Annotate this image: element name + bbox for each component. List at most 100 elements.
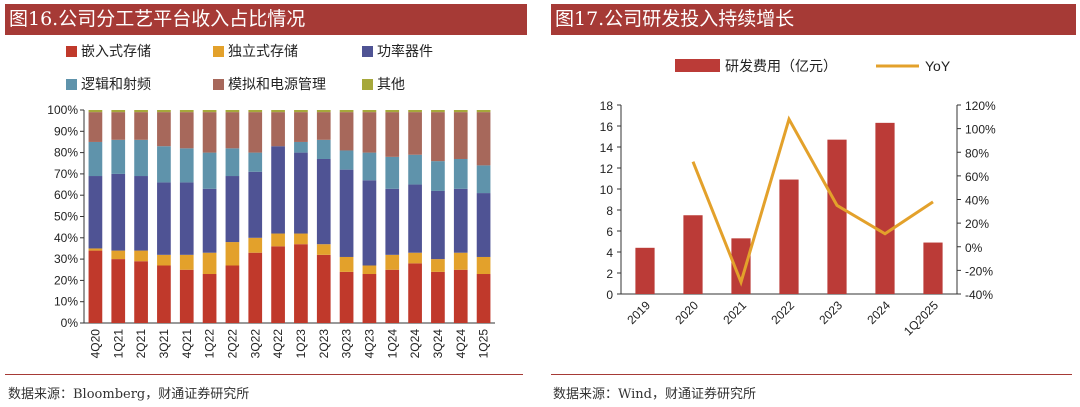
y-tick-label: 30% [54,252,78,266]
bar-segment [88,110,103,113]
rd-bar [731,238,751,294]
left-y-tick-label: 8 [606,204,613,218]
bar-segment [111,112,126,140]
x-tick-label: 3Q23 [340,329,354,359]
x-tick-label: 2023 [816,298,845,327]
bar-segment [179,110,194,113]
bar-segment [339,169,354,257]
bar-segment [294,244,308,323]
x-tick-label: 2022 [768,298,797,327]
bar-segment [179,182,194,255]
bar-segment [453,110,468,113]
bar-segment [362,152,377,181]
legend-swatch [362,79,373,90]
left-y-tick-label: 12 [600,162,614,176]
bar-segment [476,274,491,323]
bar-segment [476,193,491,257]
right-source-note: 数据来源：Wind，财通证券研究所 [553,387,756,402]
bar-segment [408,263,422,323]
bar-segment [431,259,445,272]
x-tick-label: 4Q22 [271,329,285,359]
bar-segment [111,250,126,260]
bar-segment [225,148,240,177]
left-y-tick-label: 14 [600,141,614,155]
bar-segment [385,188,400,255]
x-tick-label: 2020 [672,298,701,327]
bar-segment [339,110,354,113]
bar-segment [134,261,148,323]
bar-segment [316,244,331,255]
bar-segment [157,112,171,147]
bar-segment [453,269,468,323]
bar-segment [453,252,468,270]
x-tick-label: 1Q23 [294,329,308,359]
bar-segment [408,110,422,113]
bar-segment [339,271,354,323]
bar-segment [134,139,148,177]
bar-segment [88,141,103,177]
bar-segment [225,242,240,266]
yoy-line [691,115,934,287]
legend-label: 功率器件 [377,43,433,59]
bar-segment [248,112,263,153]
bar-segment [476,256,491,275]
bar-segment [202,152,217,189]
bar-segment [408,112,422,155]
bar-segment [476,165,491,194]
x-tick-label: 1Q2025 [901,298,941,338]
bar-segment [294,233,308,245]
x-tick-label: 4Q23 [362,329,376,359]
left-y-tick-label: 2 [606,267,613,281]
bar-segment [202,274,217,323]
x-tick-label: 1Q21 [111,329,125,359]
left-y-tick-label: 16 [600,120,614,134]
bar-segment [362,112,377,153]
bar-segment [111,259,126,323]
left-y-tick-label: 4 [606,246,613,260]
left-chart-title: 图16.公司分工艺平台收入占比情况 [5,4,527,35]
x-tick-label: 4Q20 [88,329,102,359]
bar-segment [385,254,400,270]
left-source-note: 数据来源：Bloomberg，财通证券研究所 [8,387,250,402]
y-tick-label: 70% [54,167,78,181]
bar-segment [225,112,240,149]
bar-segment [179,254,194,270]
x-tick-label: 2Q23 [317,329,331,359]
bar-segment [408,252,422,264]
bar-segment [339,112,354,151]
x-tick-label: 1Q24 [385,329,399,359]
bar-segment [294,152,308,234]
bar-segment [225,265,240,323]
legend-label: YoY [925,58,951,74]
legend-swatch [675,59,720,72]
x-tick-label: 4Q21 [180,329,194,359]
bar-segment [271,233,285,247]
bar-segment [339,256,354,272]
bar-segment [362,110,377,113]
right-y-tick-label: -40% [965,288,993,302]
bar-segment [134,250,148,262]
bar-segment [88,248,103,251]
bar-segment [202,252,217,275]
bar-segment [316,254,331,323]
left-divider [5,374,523,375]
bar-segment [339,150,354,170]
right-y-tick-label: 0% [965,241,983,255]
legend-label: 嵌入式存储 [81,43,151,59]
y-tick-label: 40% [54,231,78,245]
bar-segment [362,265,377,275]
bar-segment [362,274,377,323]
bar-segment [431,271,445,323]
legend-label: 模拟和电源管理 [228,76,326,92]
bar-segment [431,110,445,113]
legend-label: 研发费用（亿元） [725,58,837,74]
bar-segment [271,112,285,147]
rd-bar [875,122,895,294]
bar-segment [316,110,331,113]
bar-segment [157,110,171,113]
bar-segment [248,152,263,172]
right-y-tick-label: 40% [965,194,989,208]
rd-bar [827,139,847,294]
legend-label: 逻辑和射频 [81,76,151,92]
